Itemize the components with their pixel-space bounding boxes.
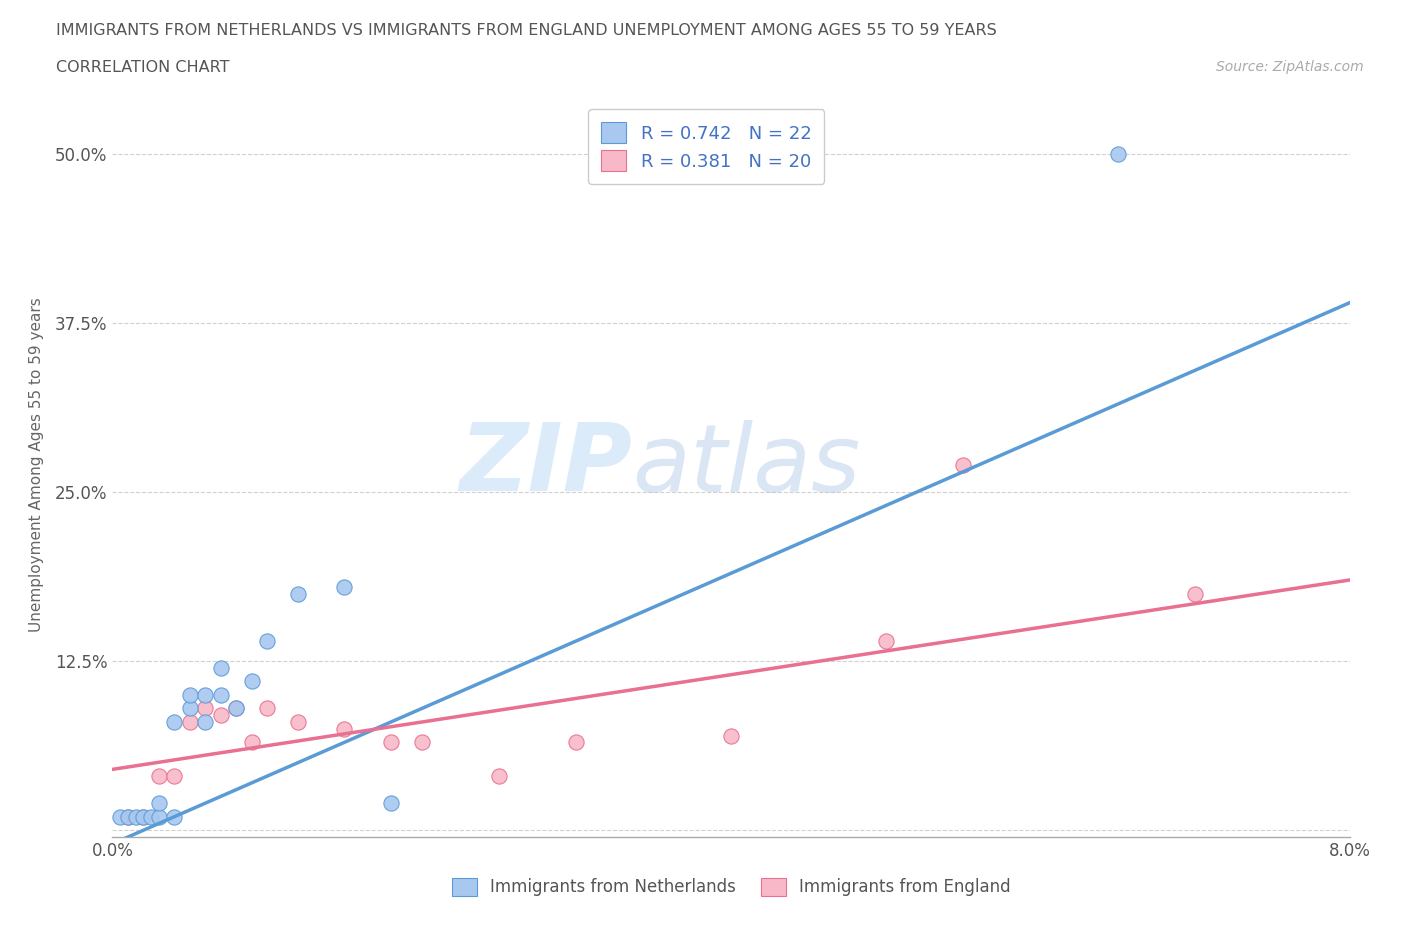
Point (256, 701, 278, 716)
Point (1107, 146, 1129, 161)
Point (411, 735, 433, 750)
Text: CORRELATION CHART: CORRELATION CHART (56, 60, 229, 75)
Point (132, 809, 155, 824)
Point (179, 687, 201, 702)
Point (225, 701, 247, 716)
Point (194, 714, 217, 729)
Point (287, 586, 309, 601)
Point (110, 809, 132, 824)
Text: Source: ZipAtlas.com: Source: ZipAtlas.com (1216, 60, 1364, 74)
Point (179, 714, 201, 729)
Point (720, 728, 742, 743)
Point (209, 687, 232, 702)
Point (333, 722, 356, 737)
Point (380, 796, 402, 811)
Point (117, 809, 139, 824)
Point (124, 809, 148, 824)
Point (256, 633, 278, 648)
Point (240, 735, 263, 750)
Point (163, 714, 186, 729)
Point (209, 708, 232, 723)
Legend: Immigrants from Netherlands, Immigrants from England: Immigrants from Netherlands, Immigrants … (444, 871, 1018, 903)
Point (148, 809, 170, 824)
Point (380, 735, 402, 750)
Point (1184, 586, 1206, 601)
Text: atlas: atlas (633, 419, 860, 511)
Point (117, 809, 139, 824)
Point (333, 579, 356, 594)
Point (194, 687, 217, 702)
Text: IMMIGRANTS FROM NETHERLANDS VS IMMIGRANTS FROM ENGLAND UNEMPLOYMENT AMONG AGES 5: IMMIGRANTS FROM NETHERLANDS VS IMMIGRANT… (56, 23, 997, 38)
Point (163, 769, 186, 784)
Point (194, 701, 217, 716)
Point (875, 633, 897, 648)
Text: ZIP: ZIP (460, 419, 633, 511)
Point (209, 660, 232, 675)
Point (240, 674, 263, 689)
Point (132, 809, 155, 824)
Point (148, 796, 170, 811)
Point (565, 735, 588, 750)
Point (488, 769, 510, 784)
Point (287, 714, 309, 729)
Y-axis label: Unemployment Among Ages 55 to 59 years: Unemployment Among Ages 55 to 59 years (30, 298, 44, 632)
Point (163, 809, 186, 824)
Point (141, 809, 163, 824)
Point (952, 458, 974, 472)
Point (148, 769, 170, 784)
Point (179, 701, 201, 716)
Point (225, 701, 247, 716)
